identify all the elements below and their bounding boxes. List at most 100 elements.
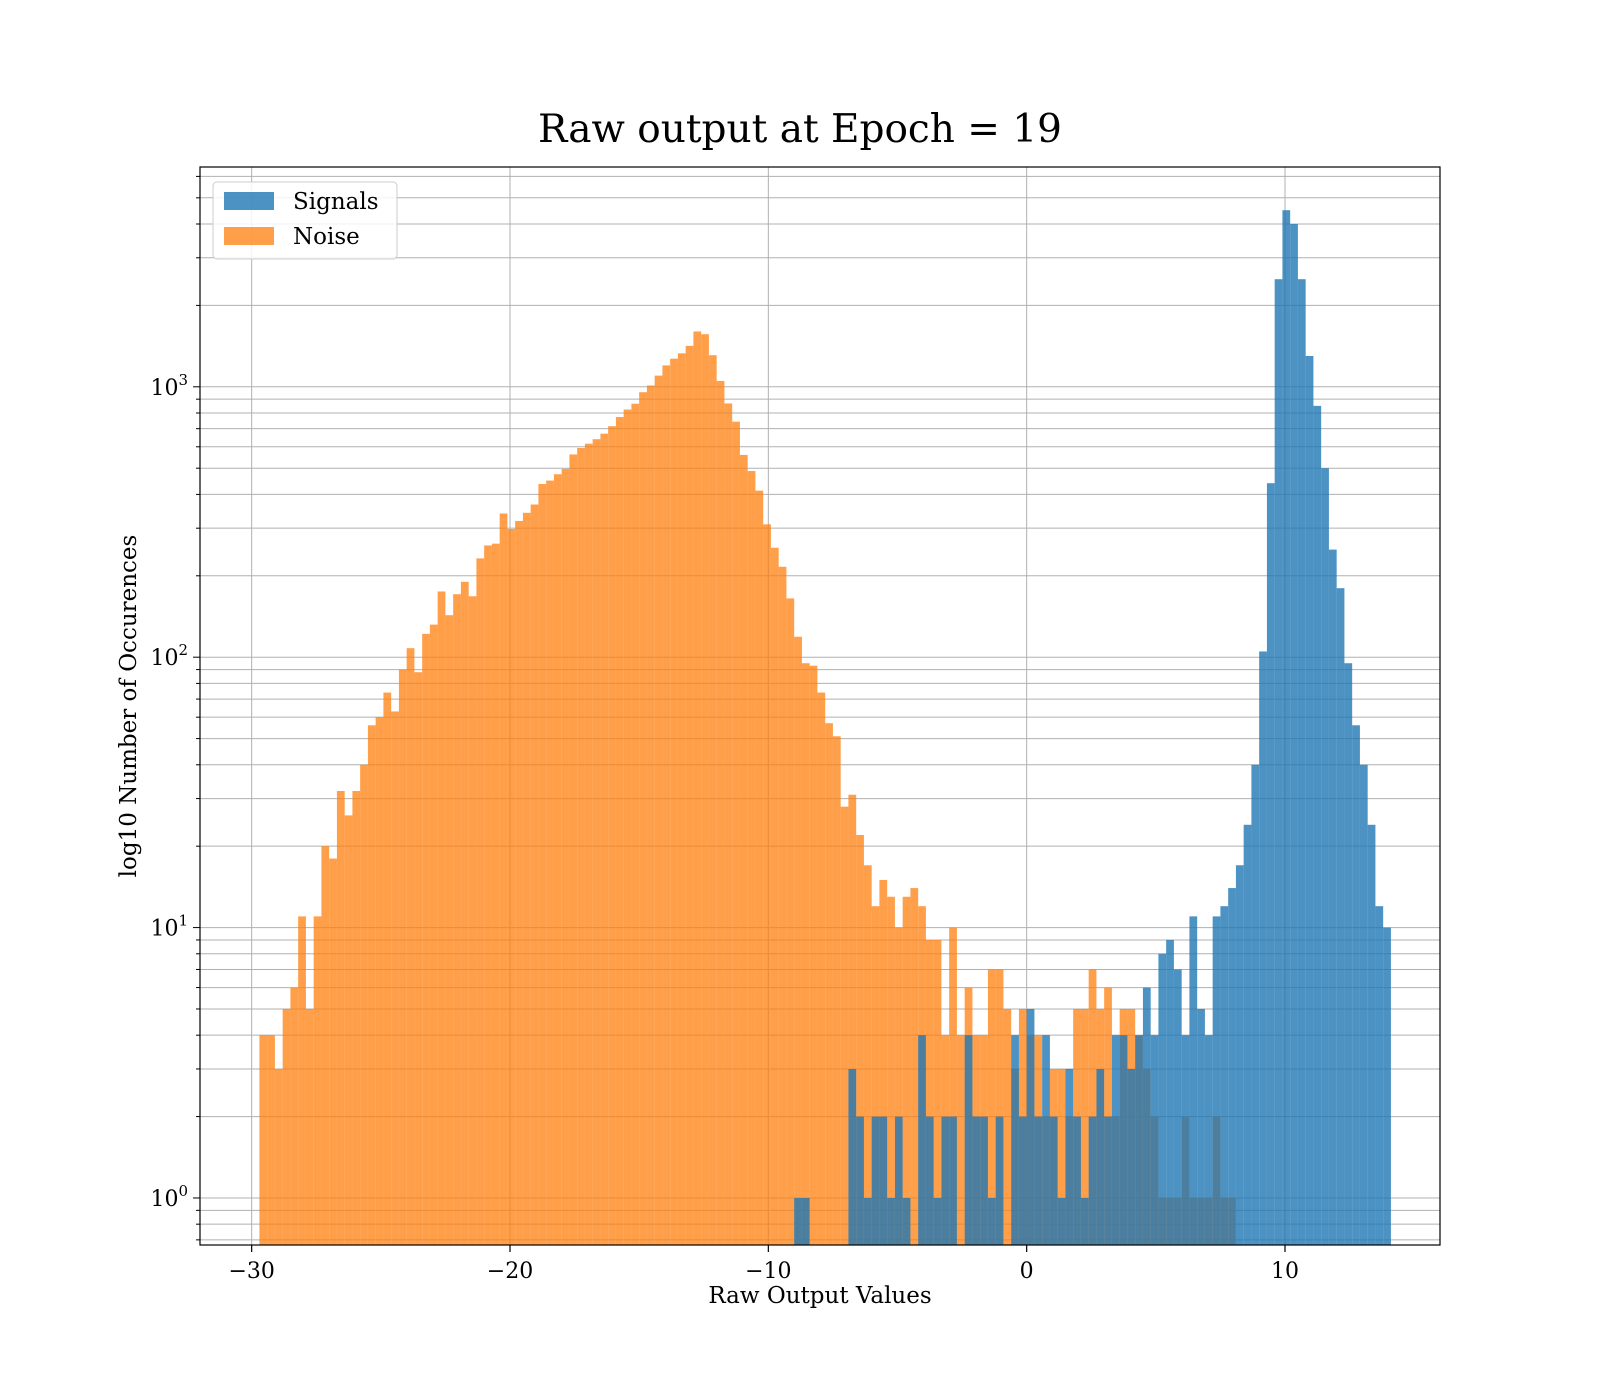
signals-bar xyxy=(1189,916,1198,1245)
noise-bar xyxy=(507,528,516,1245)
noise-bar xyxy=(747,471,756,1245)
signals-bar xyxy=(1344,663,1353,1245)
noise-bar xyxy=(623,409,632,1246)
noise-bar xyxy=(608,426,616,1245)
signals-bar xyxy=(1367,824,1376,1245)
noise-bar xyxy=(445,615,454,1245)
noise-bar xyxy=(453,594,461,1245)
signals-bar xyxy=(1073,1116,1081,1245)
signals-bar xyxy=(1313,405,1322,1245)
signals-bar xyxy=(848,1068,857,1245)
noise-bar xyxy=(631,403,640,1246)
signals-bar xyxy=(949,1116,957,1245)
noise-bar xyxy=(949,927,957,1245)
noise-bar xyxy=(398,669,407,1245)
noise-bar xyxy=(468,596,477,1245)
signals-bar xyxy=(995,1116,1004,1245)
noise-bar xyxy=(778,566,787,1245)
noise-bar xyxy=(856,834,864,1245)
noise-bar xyxy=(360,764,368,1245)
signals-bar xyxy=(1297,279,1306,1246)
legend: Signals Noise xyxy=(212,181,398,260)
signals-bar xyxy=(1042,1035,1050,1245)
x-axis-label: Raw Output Values xyxy=(708,1283,931,1309)
signals-bar xyxy=(1282,210,1291,1246)
noise-bar xyxy=(894,927,903,1245)
noise-bar xyxy=(670,358,678,1245)
noise-bar xyxy=(352,790,361,1245)
noise-bar xyxy=(491,543,500,1245)
noise-bar xyxy=(1080,1008,1089,1245)
noise-bar xyxy=(569,454,578,1245)
noise-bar xyxy=(282,1008,291,1245)
noise-bar xyxy=(592,439,601,1245)
noise-bar xyxy=(1104,987,1112,1245)
noise-bar xyxy=(716,380,725,1245)
noise-bar xyxy=(522,512,531,1245)
signals-bar xyxy=(1359,764,1368,1245)
y-axis-label: log10 Number of Occurences xyxy=(116,535,142,878)
y-tick-label: 102 xyxy=(150,641,188,671)
signals-bar xyxy=(987,1197,996,1245)
signals-bar xyxy=(1018,1116,1027,1245)
noise-bar xyxy=(391,711,399,1245)
x-tick-label: −20 xyxy=(487,1259,533,1284)
signals-bar xyxy=(1251,764,1260,1245)
noise-bar xyxy=(724,403,733,1245)
noise-bar xyxy=(290,987,299,1245)
noise-bar xyxy=(933,939,942,1245)
signals-bar xyxy=(1088,1116,1097,1245)
x-tick-label: −10 xyxy=(745,1259,791,1284)
noise-bar xyxy=(902,896,911,1245)
noise-bar xyxy=(770,547,779,1245)
noise-bar xyxy=(383,692,392,1245)
noise-bar xyxy=(987,969,996,1245)
signals-bar xyxy=(1228,888,1236,1245)
noise-bar xyxy=(375,717,384,1245)
noise-bar xyxy=(794,636,802,1245)
signals-bar xyxy=(918,1035,926,1245)
x-tick-label: −30 xyxy=(228,1259,274,1284)
noise-bar xyxy=(553,474,562,1245)
signals-bar xyxy=(1049,1116,1058,1245)
noise-bar xyxy=(321,846,330,1245)
signals-bar xyxy=(1352,725,1360,1245)
noise-bar xyxy=(584,443,593,1245)
signals-bar xyxy=(1321,468,1329,1245)
noise-bar xyxy=(832,736,841,1245)
signals-bar xyxy=(1383,927,1391,1245)
noise-bar xyxy=(1003,1008,1012,1245)
noise-bar xyxy=(298,916,306,1245)
signals-bar xyxy=(1212,916,1221,1245)
signals-bar xyxy=(1057,1197,1066,1245)
noise-bar xyxy=(693,331,702,1246)
signals-bar xyxy=(1266,483,1275,1246)
noise-bar xyxy=(344,815,353,1245)
y-tick-label: 103 xyxy=(150,371,188,401)
x-tick-label: 0 xyxy=(1020,1259,1034,1284)
noise-bar xyxy=(887,896,895,1245)
signals-bar xyxy=(794,1197,802,1245)
signals-bar xyxy=(1065,1068,1074,1245)
chart-title: Raw output at Epoch = 19 xyxy=(538,107,1062,152)
noise-bar xyxy=(600,433,609,1245)
noise-bar xyxy=(615,417,624,1246)
noise-bar xyxy=(259,1035,268,1245)
signals-bar xyxy=(894,1116,903,1245)
noise-bar xyxy=(755,490,764,1246)
noise-bar xyxy=(956,1035,965,1245)
x-axis-ticks: −30 −20 −10 0 10 xyxy=(228,1245,1299,1284)
signals-bar xyxy=(1305,355,1314,1245)
noise-bar xyxy=(763,524,771,1245)
signals-bar xyxy=(1328,549,1337,1245)
signals-bar xyxy=(902,1197,911,1245)
signals-bar xyxy=(1274,279,1283,1246)
signals-bar xyxy=(1080,1197,1089,1245)
legend-swatch-noise xyxy=(224,227,274,245)
noise-bar xyxy=(329,858,337,1245)
noise-bar xyxy=(406,648,415,1245)
noise-bar xyxy=(871,906,880,1245)
noise-bar xyxy=(739,454,748,1245)
signals-bar xyxy=(871,1116,880,1245)
